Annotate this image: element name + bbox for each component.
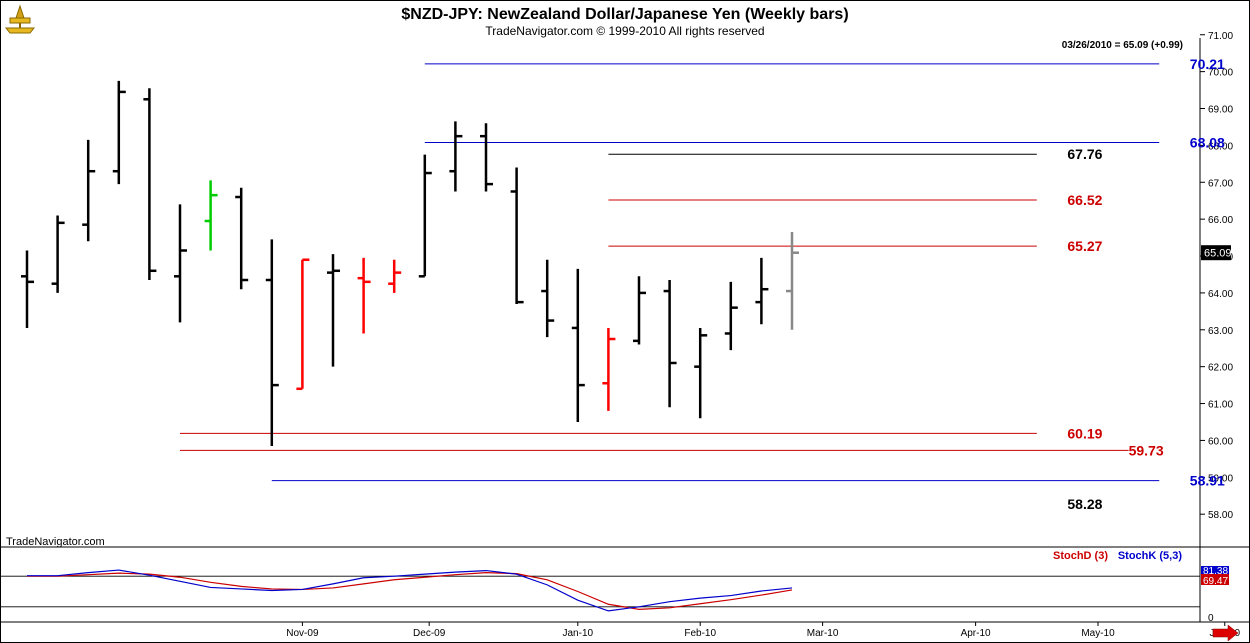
ohlc-bar	[541, 259, 555, 338]
price-tick-label: 67.00	[1208, 178, 1233, 189]
ohlc-bar	[112, 80, 126, 185]
current-price-tag: 65.09	[1201, 245, 1232, 261]
ohlc-bar	[571, 268, 585, 422]
stochK-legend: StochK (5,3)	[1118, 550, 1183, 562]
time-tick-label: Nov-09	[286, 628, 319, 639]
time-tick-label: Apr-10	[961, 628, 991, 639]
price-tick-label: 62.00	[1208, 363, 1233, 374]
level-label: 60.19	[1067, 425, 1102, 441]
chart-title: $NZD-JPY: NewZealand Dollar/Japanese Yen…	[401, 6, 848, 23]
price-axis: 58.0059.0060.0061.0062.0063.0064.0065.00…	[1200, 31, 1233, 521]
level-label: 65.27	[1067, 238, 1102, 254]
ohlc-bar	[755, 257, 769, 325]
current-price-label: 65.09	[1204, 248, 1232, 260]
scroll-right-arrow-icon[interactable]	[1212, 624, 1239, 642]
time-tick-label: Mar-10	[807, 628, 839, 639]
stoch-series-line	[27, 572, 793, 610]
time-tick-label: Dec-09	[413, 628, 446, 639]
time-tick-label: May-10	[1081, 628, 1115, 639]
price-tick-label: 59.00	[1208, 473, 1233, 484]
level-label: 68.08	[1190, 134, 1225, 150]
price-tick-label: 64.00	[1208, 289, 1233, 300]
ohlc-bar	[449, 121, 463, 192]
price-tick-label: 69.00	[1208, 105, 1233, 116]
ohlc-bar	[235, 187, 249, 290]
price-tick-label: 70.00	[1208, 68, 1233, 79]
stoch-axis-zero: 0	[1208, 613, 1214, 624]
last-quote-text: 03/26/2010 = 65.09 (+0.99)	[1062, 40, 1183, 51]
stochK-last-tag	[1201, 566, 1229, 575]
stochD-last-tag	[1201, 574, 1229, 585]
ohlc-bar	[663, 280, 677, 408]
trade-navigator-logo-icon[interactable]	[4, 4, 36, 34]
ohlc-bar	[296, 258, 310, 391]
price-tick-label: 66.00	[1208, 215, 1233, 226]
ohlc-bar	[357, 257, 371, 334]
price-tick-label: 58.00	[1208, 510, 1233, 521]
ohlc-bar	[21, 250, 34, 328]
level-label: 66.52	[1067, 192, 1102, 208]
ohlc-bar	[143, 88, 157, 280]
stochK-last-value: 81.38	[1203, 566, 1228, 577]
level-label: 58.91	[1190, 473, 1225, 489]
price-tick-label: 63.00	[1208, 326, 1233, 337]
price-tick-label: 60.00	[1208, 436, 1233, 447]
ohlc-bar	[51, 215, 65, 293]
ohlc-bar	[480, 123, 493, 192]
ohlc-bar	[694, 327, 708, 419]
ohlc-bar	[786, 232, 799, 330]
ohlc-bar	[633, 276, 646, 345]
ohlc-bar	[204, 180, 218, 251]
level-label: 67.76	[1067, 146, 1102, 162]
ohlc-bar	[265, 239, 279, 446]
ohlc-bar	[174, 204, 187, 323]
stochD-last-value: 69.47	[1203, 576, 1228, 587]
time-tick-label: Feb-10	[684, 628, 716, 639]
ohlc-bar	[82, 139, 96, 242]
ohlc-bar	[418, 154, 432, 278]
ohlc-bar	[327, 254, 340, 367]
ohlc-bar	[510, 167, 524, 304]
price-tick-label: 71.00	[1208, 31, 1233, 42]
ohlc-bar	[602, 327, 616, 411]
ohlc-bar	[724, 281, 738, 351]
price-tick-label: 68.00	[1208, 141, 1233, 152]
level-label: 70.21	[1190, 56, 1225, 72]
price-levels: 70.21 68.08 67.76 66.52 65.27 60.19 59.73 58.91…	[180, 56, 1225, 512]
watermark-text: TradeNavigator.com	[6, 536, 105, 548]
stoch-series-line	[27, 569, 793, 612]
time-tick-label: Jan-10	[563, 628, 594, 639]
price-tick-label: 61.00	[1208, 400, 1233, 411]
stochastics-pane	[0, 569, 1200, 612]
copyright-text: TradeNavigator.com © 1999-2010 All right…	[485, 24, 764, 38]
stochD-legend: StochD (3)	[1053, 550, 1108, 562]
ohlc-bar	[388, 259, 402, 293]
level-label: 59.73	[1129, 442, 1164, 458]
ohlc-bars	[21, 80, 799, 446]
level-label: 58.28	[1067, 496, 1102, 512]
